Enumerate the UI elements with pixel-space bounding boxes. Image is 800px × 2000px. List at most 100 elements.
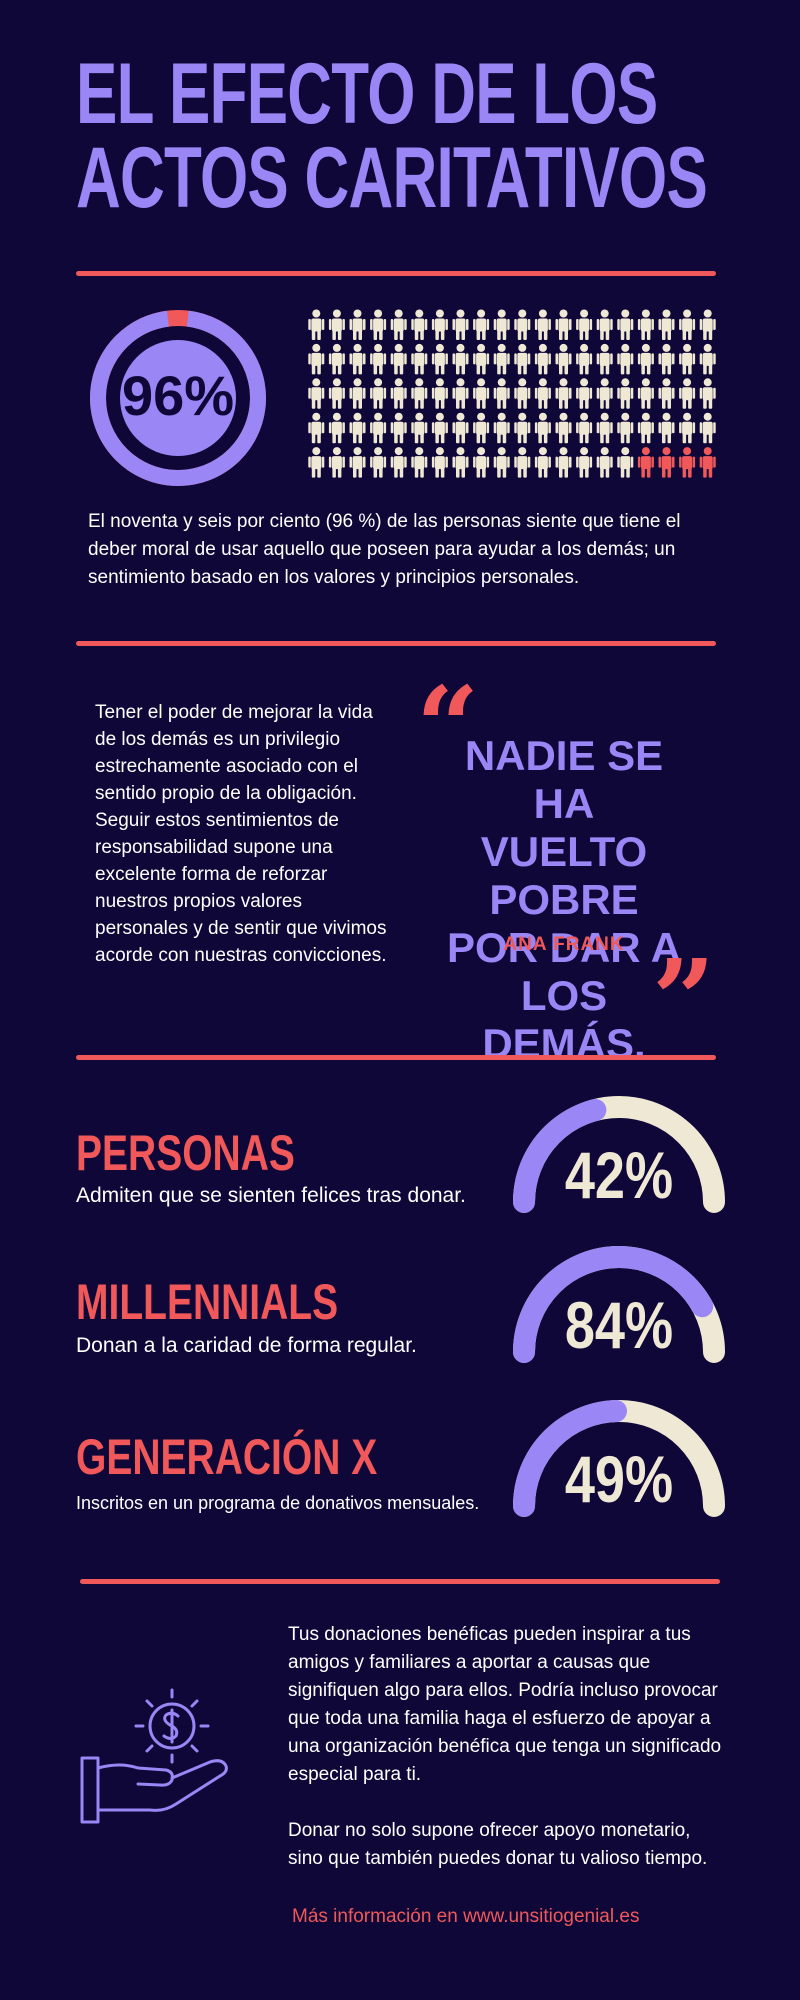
gauge-millennials-svg [513, 1246, 725, 1363]
person-icon [431, 343, 448, 375]
person-icon [555, 343, 572, 375]
person-icon [576, 343, 593, 375]
ring-96-value: 96% [121, 364, 235, 427]
page-title-line2: ACTOS CARITATIVOS [76, 130, 708, 226]
person-icon-highlighted [679, 447, 696, 478]
quote-line-2: VUELTO POBRE [480, 828, 648, 923]
people-grid-svg [308, 309, 716, 478]
divider-3 [76, 1055, 716, 1060]
person-icon [534, 309, 551, 340]
person-icon [308, 378, 325, 409]
quote-line-3: POR DAR A [446, 924, 682, 971]
person-icon [576, 309, 593, 340]
person-icon [493, 343, 510, 375]
person-icon [596, 309, 613, 340]
person-icon [328, 309, 345, 340]
quote-author: ANA FRANK [503, 934, 625, 955]
person-icon [349, 378, 366, 409]
person-icon [328, 343, 345, 375]
stat-subtext-generacion-x: Inscritos en un programa de donativos me… [76, 1493, 480, 1513]
person-icon [699, 412, 716, 444]
footer-paragraph-2: Donar no solo supone ofrecer apoyo monet… [288, 1820, 708, 1869]
person-icon [473, 343, 490, 375]
person-icon [699, 378, 716, 409]
person-icon [473, 447, 490, 478]
person-icon [328, 447, 345, 478]
person-icon [596, 378, 613, 409]
person-icon [452, 343, 469, 375]
gauge-value-personas: 42% [564, 1138, 674, 1212]
more-info-link[interactable]: Más información en www.unsitiogenial.es [292, 1906, 640, 1927]
person-icon [452, 447, 469, 478]
person-icon [576, 378, 593, 409]
person-icon [617, 447, 634, 478]
person-icon [679, 309, 696, 340]
person-icon [555, 412, 572, 444]
gauge-millennials: 84% [507, 1246, 731, 1364]
person-icon [534, 412, 551, 444]
person-icon [452, 378, 469, 409]
person-icon [370, 343, 387, 375]
quote-paragraph: Tener el poder de mejorar la vida de los… [95, 702, 387, 966]
person-icon [473, 412, 490, 444]
person-icon [370, 378, 387, 409]
person-icon [328, 378, 345, 409]
person-icon [658, 309, 675, 340]
person-icon [658, 412, 675, 444]
person-icon [679, 378, 696, 409]
person-icon [370, 412, 387, 444]
person-icon [596, 447, 613, 478]
person-icon-highlighted [637, 447, 654, 478]
person-icon [679, 412, 696, 444]
person-icon [390, 412, 407, 444]
person-icon [308, 343, 325, 375]
person-icon [308, 412, 325, 444]
person-icon [431, 378, 448, 409]
person-icon [349, 447, 366, 478]
person-icon [514, 343, 531, 375]
person-icon [493, 447, 510, 478]
person-icon [617, 343, 634, 375]
person-icon [308, 309, 325, 340]
person-icon [617, 378, 634, 409]
person-icon-highlighted [658, 447, 675, 478]
person-icon [411, 412, 428, 444]
person-icon [617, 309, 634, 340]
person-icon [699, 343, 716, 375]
person-icon [617, 412, 634, 444]
footer-paragraph-1: Tus donaciones benéficas pueden inspirar… [288, 1624, 722, 1785]
person-icon [473, 378, 490, 409]
gauge-fill [513, 1098, 607, 1213]
person-icon [637, 378, 654, 409]
stat-subtext-millennials: Donan a la caridad de forma regular. [76, 1334, 417, 1357]
page-title: EL EFECTO DE LOS ACTOS CARITATIVOS [76, 51, 708, 226]
gauge-generacion-x-svg [513, 1400, 725, 1517]
person-icon [576, 447, 593, 478]
close-quote-icon: ” [652, 935, 716, 1064]
gauge-generacion-x: 49% [507, 1400, 731, 1518]
quote-line-1: NADIE SE HA [464, 732, 664, 827]
gauge-fill [513, 1246, 714, 1363]
person-icon [370, 309, 387, 340]
stat-heading-generacion-x: GENERACIÓN X [76, 1429, 378, 1485]
person-icon [658, 378, 675, 409]
divider-1 [76, 271, 716, 276]
open-quote-icon: “ [416, 662, 480, 791]
person-icon [431, 412, 448, 444]
person-icon [699, 309, 716, 340]
person-icon [637, 343, 654, 375]
gauge-personas-svg [513, 1096, 725, 1213]
hand-money-icon-svg [80, 1688, 228, 1824]
people-grid [306, 307, 718, 479]
gauge-personas: 42% [507, 1096, 731, 1214]
divider-2 [76, 641, 716, 646]
person-icon [370, 447, 387, 478]
person-icon [349, 309, 366, 340]
person-icon [431, 309, 448, 340]
person-icon [473, 309, 490, 340]
quote-text: NADIE SE HA VUELTO POBRE POR DAR A LOS D… [434, 732, 694, 1068]
person-icon [390, 447, 407, 478]
person-icon [534, 447, 551, 478]
person-icon [493, 378, 510, 409]
gauge-value-generacion-x: 49% [564, 1442, 674, 1516]
